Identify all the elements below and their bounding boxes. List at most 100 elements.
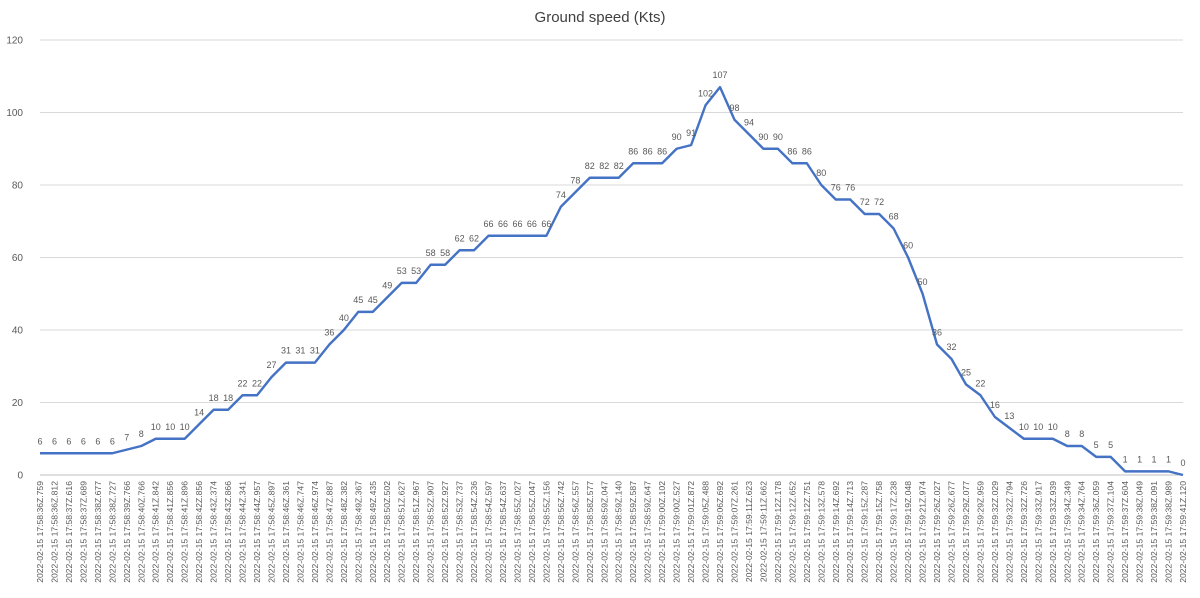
data-label: 66: [484, 219, 494, 229]
data-label: 10: [1019, 422, 1029, 432]
data-label: 6: [81, 436, 86, 446]
data-label: 6: [66, 436, 71, 446]
x-tick-label: 2022-02-15 17:58:44Z.957: [252, 481, 262, 583]
y-tick-label: 100: [6, 108, 23, 119]
x-tick-label: 2022-02-15 17:58:59Z.647: [643, 481, 653, 583]
data-label: 10: [1048, 422, 1058, 432]
x-tick-label: 2022-02-15 17:58:55Z.027: [512, 481, 522, 583]
x-tick-label: 2022-02-15 17:58:54Z.236: [469, 481, 479, 583]
x-tick-label: 2022-02-15 17:58:59Z.140: [614, 481, 624, 583]
x-tick-label: 2022-02-15 17:58:51Z.967: [411, 481, 421, 583]
data-label: 58: [426, 248, 436, 258]
data-label: 5: [1108, 440, 1113, 450]
x-tick-label: 2022-02-15 17:58:52Z.907: [426, 481, 436, 583]
data-label: 6: [52, 436, 57, 446]
data-label: 1: [1123, 454, 1128, 464]
data-label: 14: [194, 407, 204, 417]
data-label: 98: [729, 103, 739, 113]
data-label: 66: [498, 219, 508, 229]
data-label: 45: [368, 295, 378, 305]
x-tick-label: 2022-02-15 17:58:50Z.502: [382, 481, 392, 583]
x-tick-label: 2022-02-15 17:58:40Z.766: [136, 481, 146, 583]
x-tick-label: 2022-02-15 17:58:47Z.887: [324, 481, 334, 583]
data-label: 18: [209, 393, 219, 403]
x-tick-label: 2022-02-15 17:58:44Z.341: [238, 481, 248, 583]
data-label: 22: [238, 378, 248, 388]
x-tick-label: 2022-02-15 17:58:53Z.737: [455, 481, 465, 583]
data-label: 82: [614, 161, 624, 171]
data-label: 90: [758, 132, 768, 142]
data-label: 53: [397, 266, 407, 276]
x-tick-label: 2022-02-15 17:58:56Z.742: [556, 481, 566, 583]
x-tick-label: 2022-02-15 17:59:07Z.261: [729, 481, 739, 583]
x-tick-label: 2022-02-15 17:59:34Z.349: [1062, 481, 1072, 583]
x-tick-label: 2022-02-15 17:58:49Z.367: [353, 481, 363, 583]
x-tick-label: 2022-02-15 17:59:06Z.692: [715, 481, 725, 583]
x-tick-label: 2022-02-15 17:58:41Z.842: [151, 481, 161, 583]
y-tick-label: 60: [12, 253, 24, 264]
data-label: 62: [455, 233, 465, 243]
x-tick-label: 2022-02-15 17:58:48Z.382: [339, 481, 349, 583]
y-axis: 0 20 40 60 80 100 120: [6, 36, 23, 482]
data-label: 50: [918, 277, 928, 287]
data-label: 91: [686, 128, 696, 138]
x-tick-label: 2022-02-15 17:58:42Z.856: [194, 481, 204, 583]
data-label: 66: [527, 219, 537, 229]
data-label: 86: [628, 146, 638, 156]
data-label: 86: [657, 146, 667, 156]
x-tick-label: 2022-02-15 17:59:19Z.048: [903, 481, 913, 583]
data-label: 68: [889, 212, 899, 222]
x-tick-label: 2022-02-15 17:58:54Z.597: [484, 481, 494, 583]
x-tick-label: 2022-02-15 17:59:14Z.692: [831, 481, 841, 583]
data-label: 25: [961, 367, 971, 377]
x-tick-label: 2022-02-15 17:59:37Z.604: [1120, 481, 1130, 583]
x-tick-label: 2022-02-15 17:58:59Z.587: [628, 481, 638, 583]
x-tick-label: 2022-02-15 17:59:12Z.652: [787, 481, 797, 583]
data-label: 31: [310, 346, 320, 356]
data-label: 82: [599, 161, 609, 171]
x-tick-label: 2022-02-15 17:59:29Z.077: [961, 481, 971, 583]
x-tick-label: 2022-02-15 17:58:43Z.866: [223, 481, 233, 583]
x-tick-label: 2022-02-15 17:58:38Z.677: [93, 481, 103, 583]
data-label: 22: [252, 378, 262, 388]
x-tick-label: 2022-02-15 17:58:37Z.689: [78, 481, 88, 583]
data-label: 32: [946, 342, 956, 352]
x-tick-label: 2022-02-15 17:59:36Z.059: [1091, 481, 1101, 583]
data-label: 107: [712, 70, 727, 80]
x-tick-label: 2022-02-15 17:58:55Z.156: [541, 481, 551, 583]
y-tick-label: 20: [12, 398, 24, 409]
x-tick-label: 2022-02-15 17:59:11Z.662: [758, 481, 768, 582]
data-label: 40: [339, 313, 349, 323]
x-tick-label: 2022-02-15 17:59:14Z.713: [845, 481, 855, 583]
data-label: 16: [990, 400, 1000, 410]
data-label: 80: [816, 168, 826, 178]
x-tick-label: 2022-02-15 17:58:45Z.897: [266, 481, 276, 583]
data-label: 53: [411, 266, 421, 276]
x-tick-label: 2022-02-15 17:58:51Z.627: [397, 481, 407, 583]
data-label: 72: [860, 197, 870, 207]
x-tick-label: 2022-02-15 17:58:54Z.637: [498, 481, 508, 583]
data-label: 45: [353, 295, 363, 305]
data-label: 66: [541, 219, 551, 229]
x-tick-label: 2022-02-15 17:59:00Z.102: [657, 481, 667, 583]
data-label: 86: [643, 146, 653, 156]
x-tick-label: 2022-02-15 17:59:34Z.764: [1077, 481, 1087, 583]
x-tick-label: 2022-02-15 17:59:26Z.027: [932, 481, 942, 583]
x-tick-label: 2022-02-15 17:59:00Z.527: [672, 481, 682, 583]
data-label: 49: [382, 280, 392, 290]
data-label: 76: [831, 183, 841, 193]
data-label: 1: [1152, 454, 1157, 464]
x-axis: 2022-02-15 17:58:36Z.759 2022-02-15 17:58…: [35, 481, 1188, 583]
chart-title: Ground speed (Kts): [534, 9, 666, 26]
x-tick-label: 2022-02-15 17:59:38Z.049: [1135, 481, 1145, 583]
data-label: 0: [1180, 458, 1185, 468]
x-tick-label: 2022-02-15 17:58:56Z.557: [570, 481, 580, 583]
x-tick-label: 2022-02-15 17:58:52Z.927: [440, 481, 450, 583]
data-label: 78: [570, 175, 580, 185]
data-label: 1: [1137, 454, 1142, 464]
x-tick-label: 2022-02-15 17:59:05Z.488: [701, 481, 711, 583]
y-tick-label: 80: [12, 181, 24, 192]
series-line: [40, 85, 1184, 477]
grid-lines: [40, 39, 1183, 403]
x-tick-label: 2022-02-15 17:58:38Z.727: [107, 481, 117, 583]
